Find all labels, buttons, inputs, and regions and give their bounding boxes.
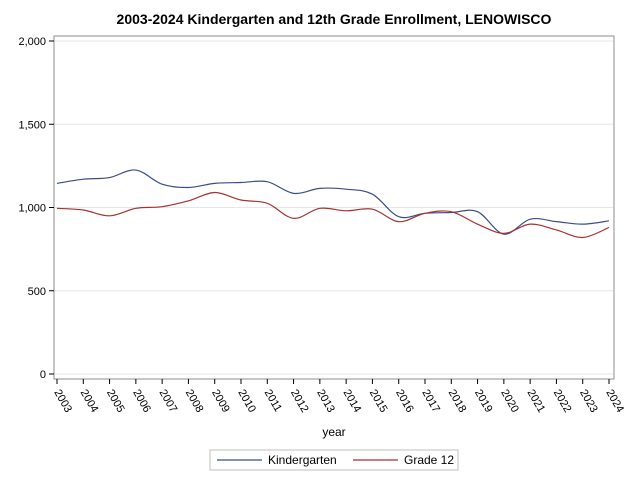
data-point-grade-12-2003 xyxy=(56,208,57,209)
x-tick-label: 2004 xyxy=(78,388,101,415)
data-point-kindergarten-2008 xyxy=(188,187,189,188)
data-point-kindergarten-2014 xyxy=(346,189,347,190)
data-point-kindergarten-2006 xyxy=(135,169,136,170)
legend: Kindergarten Grade 12 xyxy=(209,449,459,471)
data-point-grade-12-2018 xyxy=(451,211,452,212)
data-point-kindergarten-2011 xyxy=(267,181,268,182)
y-tick-label: 1,000 xyxy=(18,203,46,215)
x-tick-label: 2021 xyxy=(525,388,548,415)
data-point-kindergarten-2016 xyxy=(398,216,399,217)
data-point-kindergarten-2022 xyxy=(556,221,557,222)
y-tick-label: 0 xyxy=(40,369,46,381)
x-axis-label: year xyxy=(322,425,345,439)
series-line-grade-12 xyxy=(56,191,610,239)
legend-box xyxy=(209,449,459,471)
x-tick-label: 2019 xyxy=(472,388,495,415)
x-tick-label: 2022 xyxy=(551,388,574,415)
series-lines xyxy=(56,169,610,239)
chart-title: 2003-2024 Kindergarten and 12th Grade En… xyxy=(117,11,552,27)
x-tick-label: 2024 xyxy=(603,388,626,415)
x-tick-label: 2013 xyxy=(314,388,337,415)
data-point-kindergarten-2007 xyxy=(162,184,163,185)
data-point-grade-12-2022 xyxy=(556,229,557,230)
data-point-grade-12-2017 xyxy=(424,213,425,214)
y-tick-label: 1,500 xyxy=(18,119,46,131)
data-point-kindergarten-2004 xyxy=(83,179,84,180)
y-tick-label: 500 xyxy=(28,286,46,298)
legend-label-kindergarten: Kindergarten xyxy=(268,453,337,467)
data-point-kindergarten-2019 xyxy=(477,211,478,212)
series-line-kindergarten xyxy=(56,169,610,235)
data-point-grade-12-2011 xyxy=(267,203,268,204)
data-point-grade-12-2007 xyxy=(162,206,163,207)
x-tick-label: 2016 xyxy=(393,388,416,415)
data-point-kindergarten-2010 xyxy=(240,182,241,183)
data-point-kindergarten-2009 xyxy=(214,183,215,184)
x-tick-label: 2009 xyxy=(209,388,232,415)
data-point-grade-12-2019 xyxy=(477,224,478,225)
x-axis: 2003 2004 2005 2006 2007 2008 2009 2010 2011 2012… xyxy=(51,379,626,415)
x-tick-label: 2007 xyxy=(157,388,180,415)
x-tick-label: 2012 xyxy=(288,388,311,415)
data-point-grade-12-2013 xyxy=(319,208,320,209)
legend-label-grade-12: Grade 12 xyxy=(404,453,454,467)
data-point-grade-12-2020 xyxy=(503,233,504,234)
x-tick-label: 2023 xyxy=(577,388,600,415)
data-point-grade-12-2009 xyxy=(214,192,215,193)
data-point-grade-12-2015 xyxy=(372,209,373,210)
data-point-grade-12-2014 xyxy=(346,210,347,211)
data-point-kindergarten-2024 xyxy=(608,220,609,221)
data-point-kindergarten-2012 xyxy=(293,193,294,194)
x-tick-label: 2015 xyxy=(367,388,390,415)
data-point-kindergarten-2005 xyxy=(109,177,110,178)
data-point-grade-12-2004 xyxy=(83,209,84,210)
x-tick-label: 2005 xyxy=(104,388,127,415)
data-point-grade-12-2024 xyxy=(608,227,609,228)
x-tick-label: 2017 xyxy=(419,388,442,415)
x-tick-label: 2006 xyxy=(130,388,153,415)
data-point-grade-12-2005 xyxy=(109,215,110,216)
data-point-kindergarten-2013 xyxy=(319,188,320,189)
data-point-kindergarten-2015 xyxy=(372,194,373,195)
y-tick-label: 2,000 xyxy=(18,36,46,48)
data-point-kindergarten-2023 xyxy=(582,224,583,225)
x-tick-label: 2018 xyxy=(446,388,469,415)
x-tick-label: 2010 xyxy=(235,388,258,415)
data-point-kindergarten-2021 xyxy=(530,219,531,220)
data-point-grade-12-2006 xyxy=(135,208,136,209)
data-point-grade-12-2016 xyxy=(398,221,399,222)
data-point-grade-12-2012 xyxy=(293,218,294,219)
data-point-grade-12-2010 xyxy=(240,199,241,200)
data-point-grade-12-2021 xyxy=(530,224,531,225)
x-tick-label: 2008 xyxy=(183,388,206,415)
x-tick-label: 2014 xyxy=(341,388,364,415)
x-tick-label: 2003 xyxy=(51,388,74,415)
y-axis: 0 500 1,000 1,500 2,000 xyxy=(18,36,54,381)
data-point-grade-12-2008 xyxy=(188,200,189,201)
data-point-kindergarten-2003 xyxy=(56,183,57,184)
x-tick-label: 2011 xyxy=(262,388,284,414)
data-point-grade-12-2023 xyxy=(582,237,583,238)
x-tick-label: 2020 xyxy=(498,388,521,415)
